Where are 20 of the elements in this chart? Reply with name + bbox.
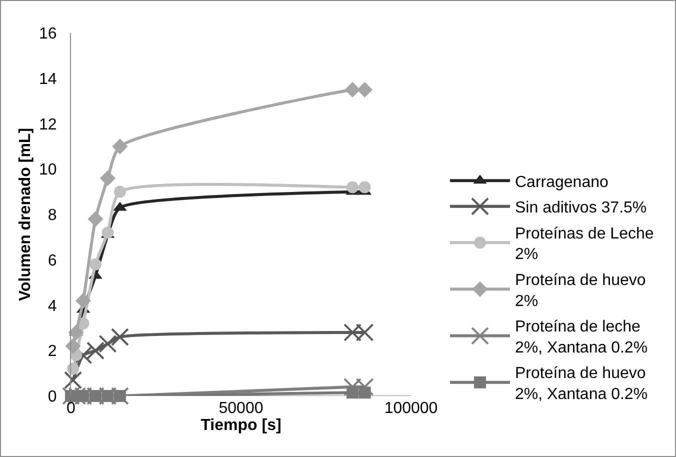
y-tick-label: 6 <box>48 252 57 270</box>
legend-label: Sin aditivos 37.5% <box>515 200 647 217</box>
legend-label: Carragenano <box>515 174 608 191</box>
legend-label: Proteína de huevo 2% <box>515 272 646 310</box>
y-tick-label: 4 <box>48 298 57 315</box>
x-tick-label: 50000 <box>218 400 264 417</box>
y-axis-title: Volumen drenado [mL] <box>16 128 34 302</box>
y-tick-label: 16 <box>39 26 57 43</box>
y-tick-label: 8 <box>48 207 57 224</box>
x-axis-title: Tiempo [s] <box>200 417 282 434</box>
y-tick-label: 2 <box>48 343 57 360</box>
x-tick-label: 0 <box>66 400 76 417</box>
x-tick-label: 100000 <box>384 400 438 417</box>
y-tick-label: 0 <box>48 388 57 406</box>
legend-label: Proteína de leche 2%, Xantana 0.2% <box>515 318 648 356</box>
legend-label: Proteína de huevo 2%, Xantana 0.2% <box>515 365 648 404</box>
y-tick-label: 10 <box>39 162 57 179</box>
legend-label: Proteínas de Leche 2% <box>515 225 654 264</box>
y-tick-label: 14 <box>39 70 57 88</box>
y-tick-label: 12 <box>39 116 57 134</box>
